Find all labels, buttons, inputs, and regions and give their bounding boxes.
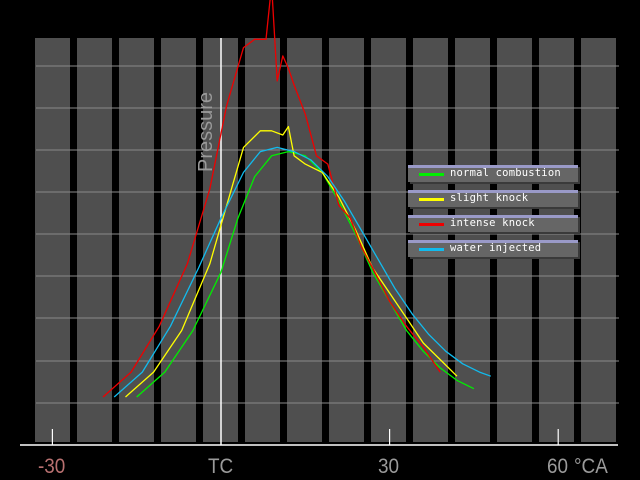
background-column (581, 38, 616, 442)
legend-label: slight knock (450, 192, 529, 204)
legend-swatch-cyan (419, 248, 444, 251)
x-axis-ticks (51, 429, 559, 445)
legend-swatch-yellow (419, 198, 444, 201)
curve-slight-knock (125, 125, 458, 398)
background-column (287, 38, 322, 442)
legend-item-intense-knock: intense knock (408, 215, 578, 232)
x-label-tc: TC (208, 455, 234, 478)
x-axis-unit: °CA (574, 455, 608, 478)
legend-label: water injected (450, 242, 542, 254)
x-label-30: 30 (378, 455, 400, 478)
legend-item-water-injected: water injected (408, 240, 578, 257)
y-axis-label: Pressure (195, 91, 217, 172)
curve-water-injected (113, 146, 492, 398)
background-column (161, 38, 196, 442)
legend-label: normal combustion (450, 167, 561, 179)
legend-swatch-green (419, 173, 444, 176)
pressure-curves (102, 0, 492, 398)
legend-item-slight-knock: slight knock (408, 190, 578, 207)
background-column (119, 38, 154, 442)
background-column (77, 38, 112, 442)
legend-swatch-red (419, 223, 444, 226)
background-column (371, 38, 406, 442)
x-label-60: 60 (547, 455, 569, 478)
background-column (35, 38, 70, 442)
curve-intense-knock (102, 0, 441, 398)
x-label-minus30: -30 (38, 455, 66, 478)
legend-label: intense knock (450, 217, 535, 229)
legend-item-normal-combustion: normal combustion (408, 165, 578, 182)
background-column (245, 38, 280, 442)
